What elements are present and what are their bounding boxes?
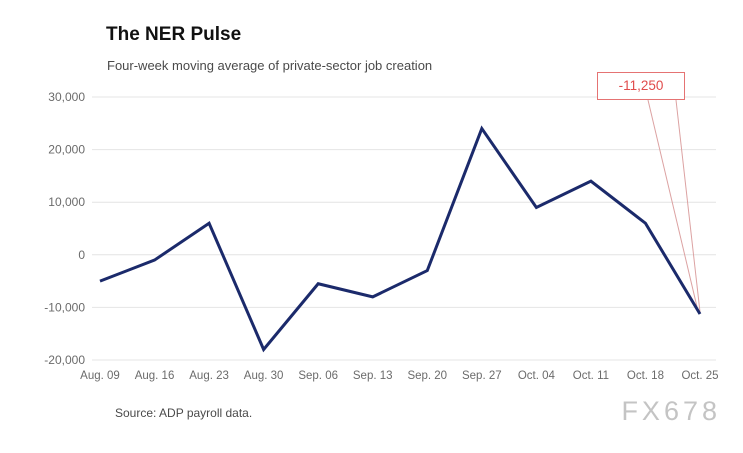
- y-tick-label: 0: [78, 248, 85, 262]
- x-tick-label: Oct. 11: [573, 370, 609, 382]
- callout-value-label: -11,250: [618, 78, 664, 93]
- y-tick-label: 20,000: [48, 143, 85, 157]
- x-tick-label: Sep. 06: [298, 370, 338, 382]
- x-tick-label: Aug. 16: [135, 370, 175, 382]
- chart-subtitle: Four-week moving average of private-sect…: [107, 58, 433, 73]
- x-tick-label: Oct. 18: [627, 370, 664, 382]
- callout-pointer-line: [675, 99, 701, 313]
- x-tick-label: Sep. 13: [353, 370, 393, 382]
- y-tick-label: 30,000: [48, 90, 85, 104]
- y-tick-label: -20,000: [44, 353, 85, 367]
- callout-pointer-line: [647, 99, 699, 312]
- x-tick-label: Sep. 27: [462, 370, 502, 382]
- x-tick-label: Sep. 20: [407, 370, 447, 382]
- x-tick-label: Aug. 23: [189, 370, 229, 382]
- watermark-logo: FX678: [621, 396, 721, 426]
- y-tick-label: -10,000: [44, 300, 85, 314]
- y-tick-label: 10,000: [48, 195, 85, 209]
- x-tick-label: Oct. 25: [681, 370, 718, 382]
- source-note: Source: ADP payroll data.: [115, 406, 253, 420]
- x-tick-label: Aug. 30: [244, 370, 284, 382]
- callout-value-box: -11,250: [597, 72, 685, 100]
- chart-title: The NER Pulse: [106, 24, 242, 45]
- data-line: [99, 125, 702, 353]
- x-tick-label: Aug. 09: [80, 370, 120, 382]
- x-tick-label: Oct. 04: [518, 370, 556, 382]
